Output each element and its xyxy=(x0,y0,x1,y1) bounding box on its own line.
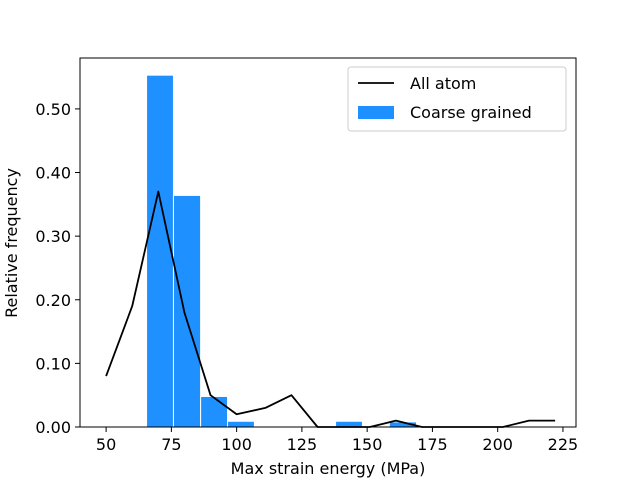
ticks: 50 75 100 125 150 175 200 225 0.00 0.10 0.20 0.30 0.… xyxy=(35,100,578,454)
x-tick-label: 200 xyxy=(482,435,513,454)
axes xyxy=(79,57,577,428)
legend-label-coarse-grained: Coarse grained xyxy=(410,103,532,122)
x-axis-label: Max strain energy (MPa) xyxy=(231,459,426,478)
y-tick-label: 0.40 xyxy=(35,164,71,183)
x-tick-label: 125 xyxy=(287,435,318,454)
legend-frame xyxy=(347,66,567,132)
y-tick-label: 0.20 xyxy=(35,291,71,310)
y-tick-label: 0.00 xyxy=(35,418,71,437)
histogram-bar xyxy=(172,194,202,428)
x-tick-label: 50 xyxy=(96,435,116,454)
x-tick-label: 150 xyxy=(352,435,383,454)
x-tick-label: 225 xyxy=(548,435,579,454)
x-tick-label: 175 xyxy=(417,435,448,454)
plot-frame xyxy=(79,57,577,428)
y-axis-label: Relative frequency xyxy=(2,168,21,318)
histogram-bar xyxy=(226,420,255,428)
legend-bar-swatch xyxy=(358,106,394,119)
y-tick-label: 0.50 xyxy=(35,100,71,119)
histogram-bar xyxy=(146,74,174,428)
y-tick-label: 0.10 xyxy=(35,354,71,373)
legend: All atom Coarse grained xyxy=(347,66,567,132)
legend-label-all-atom: All atom xyxy=(410,74,476,93)
y-tick-label: 0.30 xyxy=(35,227,71,246)
histogram-bar xyxy=(200,395,228,428)
x-tick-label: 75 xyxy=(161,435,181,454)
histogram-bars xyxy=(146,74,417,428)
x-tick-label: 100 xyxy=(221,435,252,454)
